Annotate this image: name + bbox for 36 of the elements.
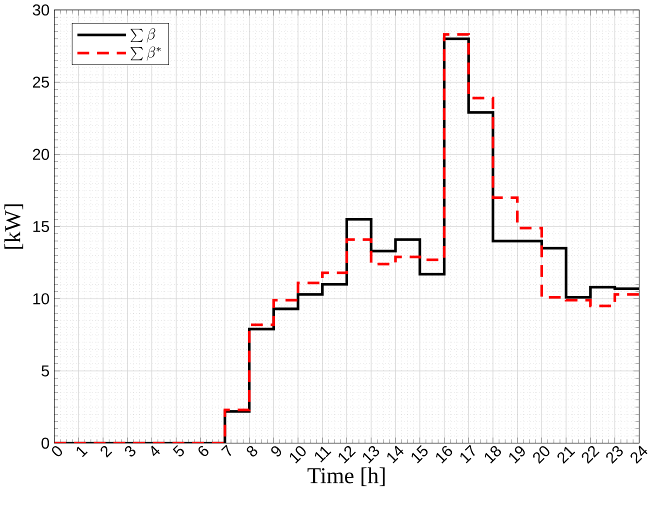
x-tick-label: 24	[630, 446, 648, 464]
y-tick-label: 10	[33, 293, 50, 304]
y-tick-label: 30	[32, 4, 50, 16]
y-tick-label: 5	[42, 365, 50, 376]
y-tick-label: 0	[42, 438, 50, 449]
x-tick-label: 16	[436, 446, 452, 464]
x-tick-label: 8	[246, 446, 258, 456]
legend-label: $\sum \beta^*$	[130, 46, 161, 61]
x-tick-label: 19	[509, 446, 525, 464]
x-tick-label: 4	[151, 446, 160, 456]
x-tick-label: 20	[533, 446, 550, 464]
y-axis-title: [kW]	[4, 204, 24, 249]
x-tick-label: 18	[484, 446, 501, 464]
x-tick-label: 1	[76, 446, 88, 458]
x-tick-label: 15	[412, 445, 428, 464]
x-tick-label: 11	[314, 446, 332, 463]
x-tick-label: 22	[582, 446, 600, 464]
y-tick-label: 15	[33, 221, 50, 232]
x-axis-title: Time [h]	[308, 467, 385, 486]
y-tick-label: 20	[32, 148, 50, 160]
x-tick-label: 10	[290, 446, 306, 464]
x-tick-label: 12	[338, 446, 356, 464]
x-tick-label: 6	[198, 446, 208, 456]
x-tick-label: 9	[271, 446, 282, 456]
x-tick-label: 14	[387, 446, 404, 464]
x-tick-label: 7	[221, 444, 232, 456]
legend-label: $\sum \beta$	[130, 28, 156, 42]
x-tick-label: 17	[460, 444, 475, 464]
x-tick-label: 13	[363, 446, 380, 464]
y-tick-label: 25	[32, 76, 50, 88]
x-tick-label: 5	[172, 445, 184, 456]
x-tick-label: 2	[100, 446, 112, 458]
x-tick-label: 0	[52, 446, 62, 456]
x-tick-label: 3	[124, 446, 136, 456]
x-tick-label: 21	[557, 446, 576, 464]
x-tick-label: 23	[606, 446, 623, 464]
